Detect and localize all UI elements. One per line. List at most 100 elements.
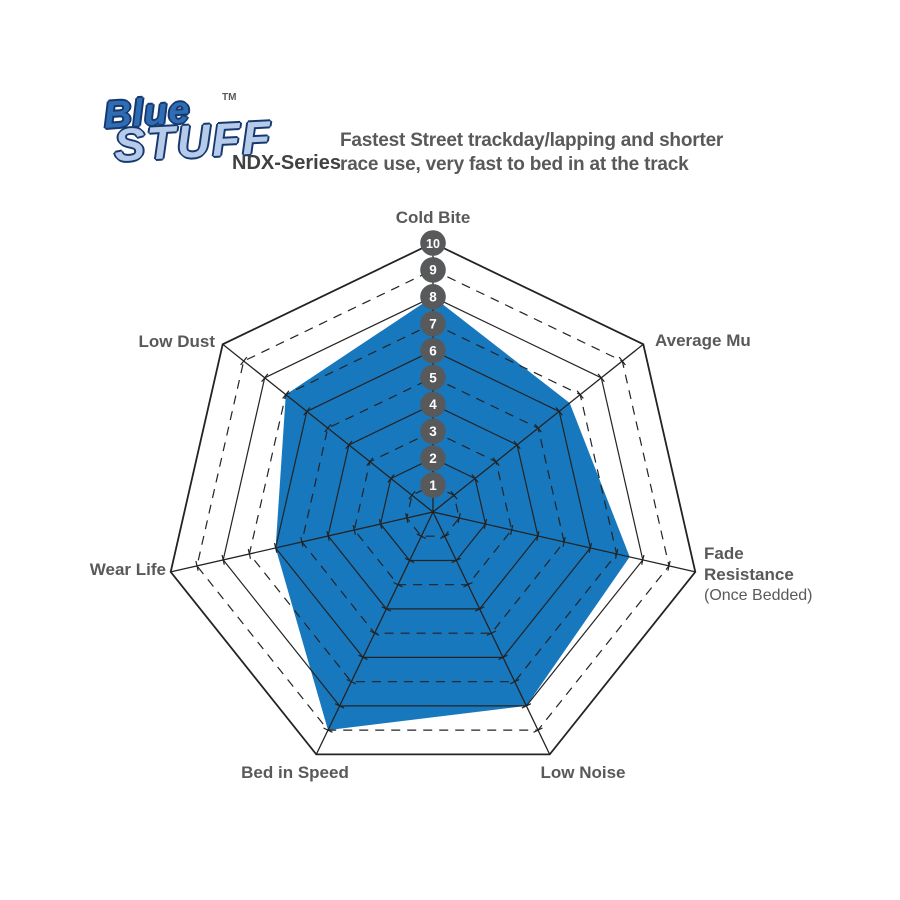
scale-badge-1 [420,472,446,498]
scale-badge-3 [420,418,446,445]
axis-label-average-mu: Average Mu [655,331,751,350]
trademark-symbol: TM [222,92,237,103]
scale-badge-2 [420,445,446,472]
scale-badge-9 [420,257,446,283]
axis-label-fade-resistance: Fade Resistance (Once Bedded) [704,543,813,606]
axis-tick [451,557,462,564]
axis-tick [555,407,563,416]
axis-tick [471,474,479,483]
axis-tick [273,542,278,553]
scale-badge-6 [420,337,446,364]
axis-label-low-dust: Low Dust [138,332,216,351]
axis-tick [588,542,593,553]
axis-tick [450,490,458,500]
axis-tick [221,554,225,565]
grid-ring-4 [327,403,539,610]
scale-badge-number: 9 [429,263,437,278]
scale-badge-number: 2 [429,451,437,466]
axis-tick [562,536,566,547]
axis-tick [510,524,514,535]
fade-label-line3: (Once Bedded) [704,587,813,604]
axis-tick [393,581,403,588]
logo-series-name: NDX-Series [232,152,341,174]
axis-tick [300,536,304,547]
axis-tick [282,390,290,399]
axis-tick [457,512,461,524]
axis-tick [345,440,353,450]
axis-tick [483,518,488,529]
description-line-1: Fastest Street trackday/lapping and shor… [340,130,724,151]
fade-label-line1: Fade [704,544,744,563]
axis-label-cold-bite: Cold Bite [395,208,471,227]
axis-label-bed-in-speed: Bed in Speed [241,763,349,782]
axis-tick [323,727,333,733]
brand-logo: Blue TM STUFF NDX-Series [100,89,430,192]
scale-badge-number: 1 [429,478,437,493]
scale-badge-number: 7 [429,317,437,332]
scale-badge-8 [420,284,446,310]
fade-label-line2: Resistance [704,565,794,584]
grid-ring-2 [379,457,487,562]
axis-tick [534,423,542,433]
axis-tick [405,512,409,524]
scale-badge-number: 8 [429,290,437,305]
axis-tick [408,490,416,500]
axis-tick [641,554,645,565]
axis-tick [597,373,605,383]
axis-tick [358,654,368,661]
grid-ring-3 [353,430,513,586]
grid-ring-1 [406,484,460,537]
axis-tick [474,606,485,612]
description-line-2: race use, very fast to bed in at the tra… [340,154,689,175]
axis-tick [261,373,269,383]
axis-tick [326,530,330,541]
axis-label-wear-life: Wear Life [89,560,166,579]
axis-label-low-noise: Low Noise [540,763,626,782]
axis-tick [387,474,395,483]
scale-badge-7 [420,310,446,337]
axis-tick [240,356,248,366]
axis-tick [247,548,252,559]
axis-tick [378,518,383,529]
scale-badge-number: 6 [429,343,437,358]
axis-tick [369,630,380,636]
grid-ring-5 [301,376,565,634]
axis-tick [667,560,671,571]
axis-tick [381,606,392,612]
axis-tick [346,678,357,685]
scale-badge-number: 10 [426,237,440,251]
scale-badge-number: 4 [429,397,437,412]
axis-tick [533,727,543,733]
axis-tick [614,548,619,559]
axis-tick [463,581,473,588]
axis-tick [416,533,427,539]
axis-tick [509,678,520,685]
grid-ring-6 [274,349,592,659]
grid-ring-9 [196,269,670,731]
axis-tick [404,557,415,564]
axis-tick [576,390,584,399]
axis-tick [334,703,345,709]
scale-badge-4 [420,391,446,418]
axis-tick [352,524,356,535]
axis-tick [366,457,374,466]
axis-tick [324,423,332,433]
axis-tick [486,630,497,636]
axis-tick [498,654,508,661]
axis-tick [521,703,532,709]
grid-ring-10 [169,242,697,756]
scale-badge-number: 5 [429,370,437,385]
data-polygon [275,296,630,731]
axis-tick [195,560,199,571]
axis-tick [513,440,521,450]
scale-badge-10 [420,230,446,256]
axis-tick [536,530,540,541]
axis-tick [439,533,450,539]
scale-badge-number: 3 [429,424,437,439]
axis-tick [618,356,626,366]
product-description: Fastest Street trackday/lapping and shor… [340,129,740,177]
grid-ring-8 [222,296,644,707]
axis-tick [492,457,500,466]
